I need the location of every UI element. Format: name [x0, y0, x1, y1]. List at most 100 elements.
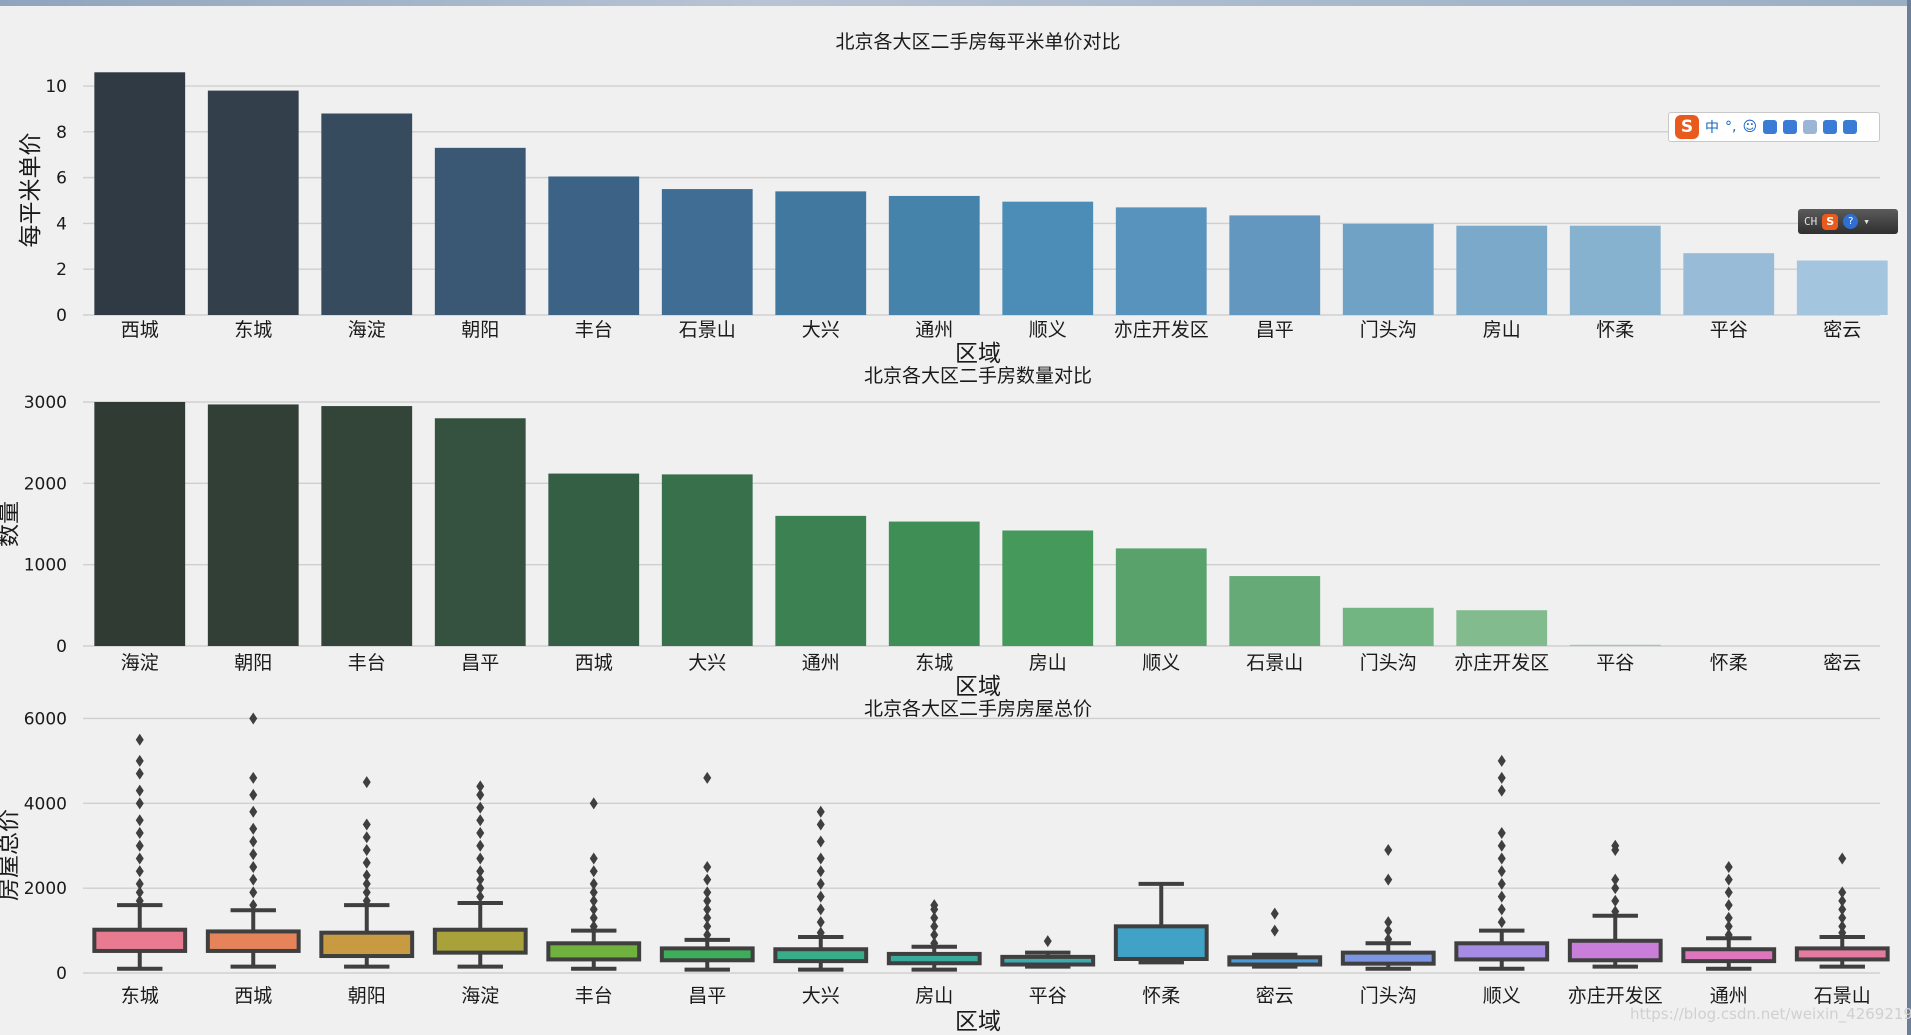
- skin-icon[interactable]: [1823, 120, 1838, 134]
- outlier-point: [816, 916, 825, 929]
- bar: [207, 90, 299, 315]
- window-right-border: [1907, 0, 1911, 1035]
- outlier-point: [589, 797, 598, 810]
- ime-mini-bar[interactable]: CH S ? ▾: [1798, 209, 1898, 234]
- bar: [321, 406, 413, 646]
- x-tick-label: 密云: [1823, 652, 1861, 674]
- outlier-point: [1724, 899, 1733, 912]
- outlier-point: [1611, 905, 1620, 918]
- x-tick-label: 密云: [1256, 985, 1294, 1007]
- x-tick-label: 西城: [575, 652, 613, 674]
- y-tick-label: 2000: [24, 474, 67, 494]
- emoji-icon[interactable]: ☺: [1742, 119, 1758, 135]
- outlier-point: [1497, 877, 1506, 890]
- bar: [1115, 207, 1207, 315]
- outlier-point: [816, 852, 825, 865]
- ime-lang-label[interactable]: CH: [1804, 215, 1818, 228]
- box: [1567, 938, 1663, 963]
- outlier-point: [1724, 873, 1733, 886]
- outlier-point: [1838, 886, 1847, 899]
- outlier-point: [930, 899, 939, 912]
- chart-title: 北京各大区二手房房屋总价: [864, 698, 1092, 720]
- outlier-point: [1497, 827, 1506, 840]
- outlier-point: [249, 822, 258, 835]
- x-tick-label: 房山: [1029, 652, 1067, 674]
- bar: [548, 176, 640, 315]
- bar: [888, 521, 980, 646]
- x-tick-label: 房山: [1483, 319, 1521, 341]
- outlier-point: [476, 780, 485, 793]
- bar: [1796, 260, 1888, 315]
- outlier-point: [1611, 839, 1620, 852]
- bar: [1229, 576, 1321, 646]
- x-tick-label: 大兴: [802, 319, 840, 341]
- sogou-mini-icon[interactable]: S: [1822, 213, 1839, 230]
- punctuation-icon[interactable]: °,: [1725, 119, 1737, 135]
- x-tick-label: 朝阳: [234, 652, 272, 674]
- outlier-point: [1611, 894, 1620, 907]
- x-tick-label: 顺义: [1483, 985, 1521, 1007]
- outlier-point: [703, 903, 712, 916]
- toolbox-icon[interactable]: [1843, 120, 1858, 134]
- outlier-point: [589, 877, 598, 890]
- bar: [1342, 223, 1434, 315]
- y-tick-label: 4000: [24, 794, 67, 814]
- x-tick-label: 海淀: [121, 652, 159, 674]
- y-tick-label: 0: [56, 306, 67, 326]
- bar: [1569, 644, 1661, 646]
- outlier-point: [1724, 928, 1733, 941]
- mic-icon[interactable]: [1763, 120, 1778, 134]
- x-tick-label: 怀柔: [1142, 985, 1180, 1007]
- outlier-point: [930, 928, 939, 941]
- y-axis-label: 每平米单价: [18, 133, 44, 248]
- bar: [775, 515, 867, 646]
- x-axis-label: 区域: [955, 1009, 1001, 1035]
- outlier-point: [362, 869, 371, 882]
- x-tick-label: 怀柔: [1596, 319, 1634, 341]
- x-tick-label: 西城: [234, 985, 272, 1007]
- x-tick-label: 石景山: [1814, 985, 1871, 1007]
- outlier-point: [249, 860, 258, 873]
- sogou-logo-icon[interactable]: S: [1675, 115, 1699, 139]
- outlier-point: [1497, 784, 1506, 797]
- x-tick-label: 朝阳: [461, 319, 499, 341]
- outlier-point: [816, 877, 825, 890]
- keyboard-icon[interactable]: [1783, 120, 1798, 134]
- outlier-point: [816, 926, 825, 939]
- outlier-point: [816, 903, 825, 916]
- outlier-point: [135, 784, 144, 797]
- outlier-point: [135, 814, 144, 827]
- outlier-point: [816, 805, 825, 818]
- outlier-point: [249, 848, 258, 861]
- outlier-point: [703, 928, 712, 941]
- x-tick-label: 西城: [121, 319, 159, 341]
- outlier-point: [930, 911, 939, 924]
- outlier-point: [476, 873, 485, 886]
- outlier-point: [135, 865, 144, 878]
- x-tick-label: 怀柔: [1710, 652, 1748, 674]
- y-tick-label: 3000: [24, 393, 67, 413]
- outlier-point: [362, 776, 371, 789]
- outlier-point: [249, 771, 258, 784]
- bar: [661, 189, 753, 315]
- outlier-point: [249, 805, 258, 818]
- x-tick-label: 丰台: [348, 652, 386, 674]
- ime-toolbar[interactable]: S 中 °, ☺: [1668, 112, 1880, 142]
- outlier-point: [1043, 935, 1052, 948]
- x-tick-label: 通州: [1710, 985, 1748, 1007]
- outlier-point: [362, 843, 371, 856]
- help-icon[interactable]: ?: [1843, 214, 1859, 229]
- outlier-point: [589, 852, 598, 865]
- user-icon[interactable]: [1803, 120, 1818, 134]
- outlier-point: [703, 920, 712, 933]
- chinese-mode-icon[interactable]: 中: [1705, 120, 1719, 136]
- outlier-point: [930, 920, 939, 933]
- outlier-point: [135, 733, 144, 746]
- outlier-point: [703, 873, 712, 886]
- bar: [661, 474, 753, 646]
- menu-arrow-icon[interactable]: ▾: [1863, 215, 1870, 228]
- outlier-point: [249, 835, 258, 848]
- x-axis-label: 区域: [955, 341, 1001, 367]
- x-tick-label: 门头沟: [1360, 319, 1417, 341]
